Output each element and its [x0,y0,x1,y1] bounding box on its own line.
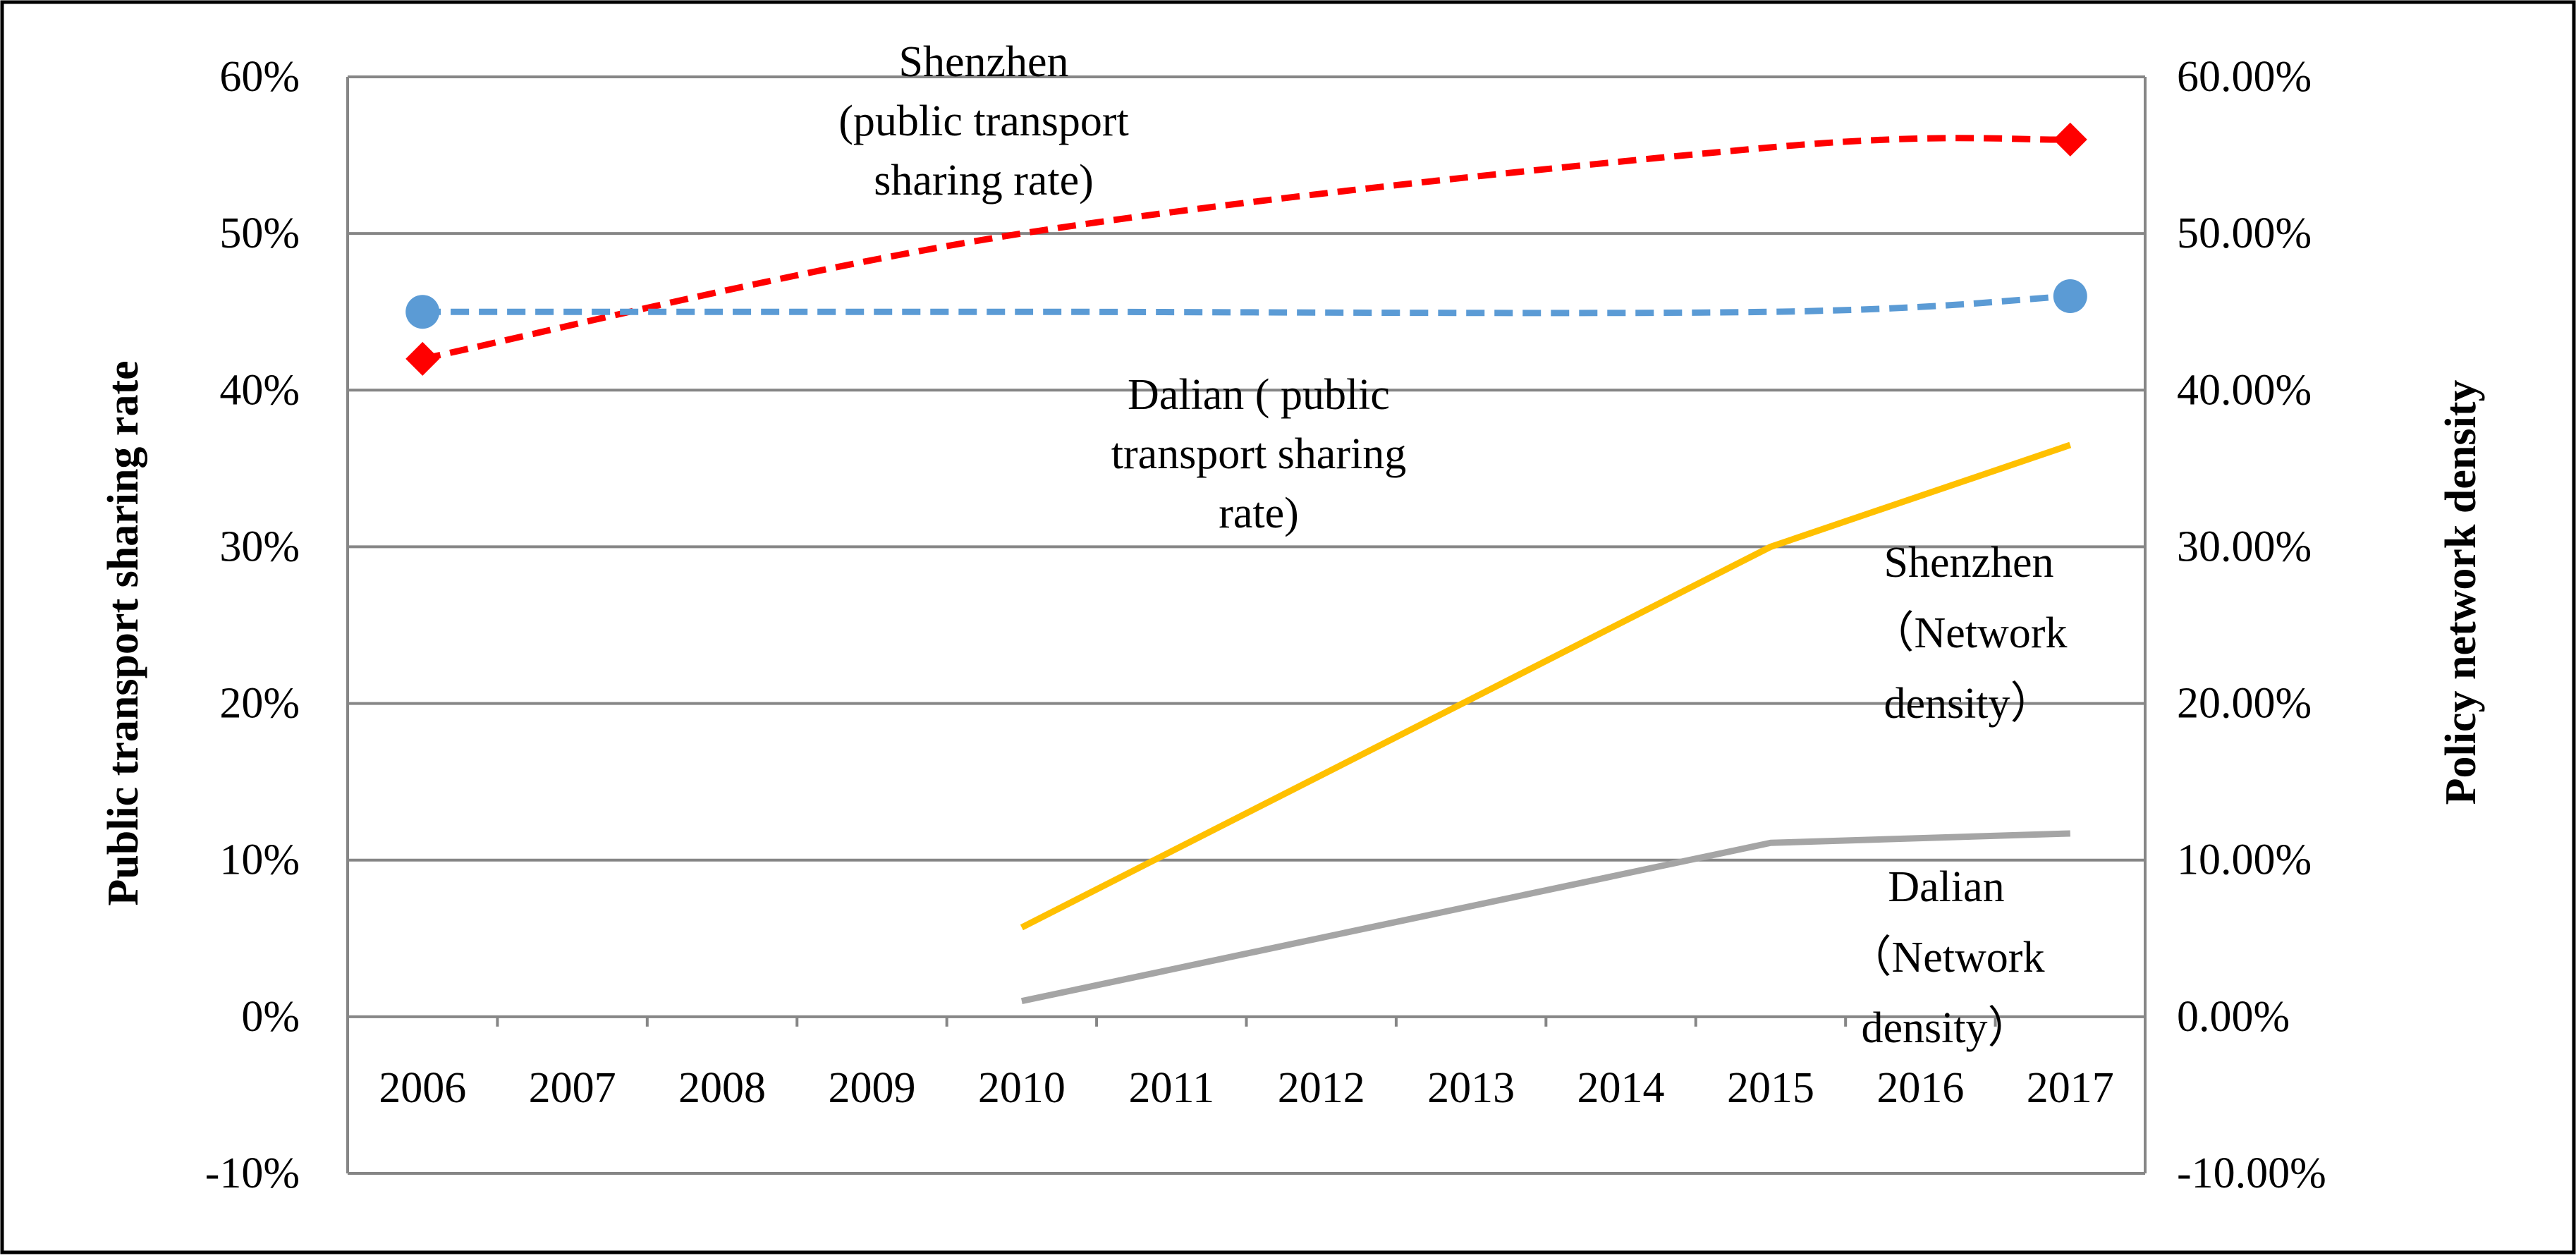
annotation-label: density） [1861,1004,2031,1052]
series-marker-circle [405,295,440,329]
x-tick-label: 2014 [1577,1064,1665,1112]
right-tick-label: 60.00% [2177,53,2312,101]
annotation-label: Shenzhen [898,38,1068,86]
x-tick-label: 2008 [678,1064,766,1112]
x-tick-label: 2010 [978,1064,1066,1112]
annotation-label: Dalian ( public [1128,371,1390,419]
series-line-0 [422,135,2070,362]
series-marker-diamond [405,341,440,376]
right-tick-label: 40.00% [2177,366,2312,414]
right-tick-label: 0.00% [2177,993,2290,1041]
series-marker-diamond [2053,122,2087,157]
right-tick-label: 10.00% [2177,836,2312,884]
right-tick-label: 20.00% [2177,680,2312,728]
left-tick-label: 0% [241,993,300,1041]
x-tick-label: 2013 [1427,1064,1515,1112]
x-tick-label: 2011 [1128,1064,1214,1112]
x-tick-label: 2007 [529,1064,616,1112]
axes [346,77,2147,1173]
left-axis-title: Public transport sharing rate [99,360,147,905]
tick-labels: -10% -10.00% 0% 0.00% 10% 10.00% 20% 20.00% 30% 3… [205,53,2326,1197]
x-tick-label: 2006 [379,1064,466,1112]
right-axis-title: Policy network density [2437,380,2485,805]
annotation-label: Dalian [1888,863,2004,911]
annotation-label: (public transport [838,97,1129,145]
right-tick-label: -10.00% [2177,1149,2326,1197]
x-tick-label: 2017 [2027,1064,2114,1112]
right-tick-label: 50.00% [2177,209,2312,257]
left-tick-label: 30% [219,523,300,570]
series-marker-circle [2053,279,2087,313]
x-tick-label: 2016 [1876,1064,1964,1112]
left-tick-label: 10% [219,836,300,884]
x-tick-label: 2015 [1727,1064,1814,1112]
series [405,122,2087,1005]
x-tick-label: 2012 [1278,1064,1365,1112]
annotation-label: （Network [1871,609,2068,657]
annotation-label: （Network [1848,934,2045,982]
x-tick-label: 2009 [828,1064,915,1112]
series-line-1 [422,293,2071,317]
left-tick-label: 60% [219,53,300,101]
left-tick-label: 50% [219,209,300,257]
annotation-label: sharing rate) [874,157,1094,204]
right-tick-label: 30.00% [2177,523,2312,570]
left-tick-label: 20% [219,680,300,728]
left-tick-label: -10% [205,1149,300,1197]
series-line-2 [1020,441,2072,931]
left-tick-label: 40% [219,366,300,414]
series-line-3 [1020,830,2070,1005]
annotation-label: density） [1884,680,2053,728]
gridlines [348,75,2145,1175]
annotation-label: transport sharing [1111,430,1406,478]
annotations: Shenzhen (public transport sharing rate) Da… [838,38,2067,1052]
annotation-label: Shenzhen [1884,539,2053,587]
annotation-label: rate) [1219,489,1299,537]
